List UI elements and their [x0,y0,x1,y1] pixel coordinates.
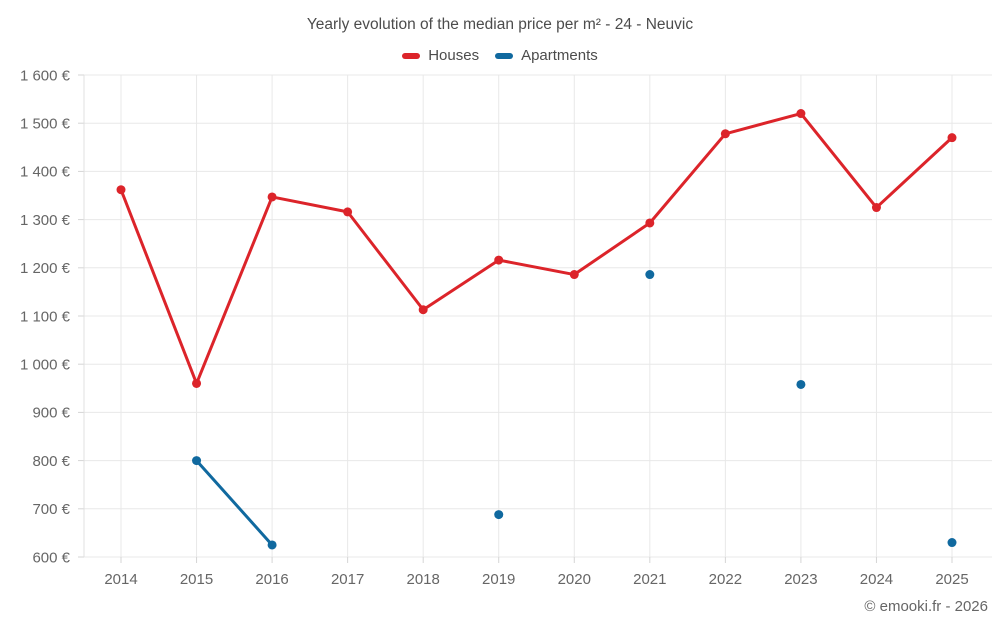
apartments-series-swatch-icon [495,52,514,59]
data-point-apartments-2019 [494,510,504,520]
x-tick-label: 2016 [255,571,288,588]
y-tick-label: 900 € [32,405,70,422]
data-point-houses-2025 [947,133,957,143]
y-tick-label: 1 100 € [20,308,71,325]
legend-label-houses: Houses [428,47,480,64]
data-point-apartments-2016 [267,540,277,550]
y-tick-label: 800 € [32,453,70,470]
data-point-houses-2022 [720,129,730,139]
y-tick-label: 1 500 € [20,115,71,132]
legend-item-apartments[interactable]: Apartments [495,47,598,64]
data-point-houses-2020 [569,270,579,280]
x-tick-label: 2014 [104,571,137,588]
data-point-houses-2017 [343,207,353,217]
y-tick-label: 1 300 € [20,212,71,229]
x-tick-label: 2025 [935,571,968,588]
x-tick-label: 2019 [482,571,515,588]
data-point-apartments-2023 [796,379,806,389]
data-point-houses-2023 [796,109,806,119]
x-tick-label: 2021 [633,571,666,588]
y-tick-label: 700 € [32,501,70,518]
x-tick-label: 2017 [331,571,364,588]
copyright-notice: © emooki.fr - 2026 [864,598,988,615]
legend-label-apartments: Apartments [521,47,598,64]
data-point-houses-2015 [192,378,202,388]
chart-legend: Houses Apartments [0,47,1000,64]
x-tick-label: 2020 [558,571,591,588]
x-tick-label: 2015 [180,571,213,588]
x-tick-label: 2023 [784,571,817,588]
data-point-apartments-2021 [645,270,655,280]
series-line-houses [119,112,954,385]
data-point-apartments-2025 [947,538,957,548]
chart-title: Yearly evolution of the median price per… [306,16,694,33]
data-point-houses-2016 [267,192,277,202]
y-tick-label: 1 600 € [20,67,71,84]
data-point-houses-2019 [494,255,504,265]
x-tick-label: 2022 [709,571,742,588]
data-point-houses-2021 [645,218,655,228]
x-tick-label: 2018 [406,571,439,588]
houses-series-swatch-icon [402,52,421,59]
series-line-apartments [195,459,274,547]
data-point-houses-2018 [418,305,428,315]
y-tick-label: 600 € [32,549,70,566]
legend-item-houses[interactable]: Houses [402,47,479,64]
y-tick-label: 1 200 € [20,260,71,277]
data-point-houses-2024 [871,203,881,213]
y-tick-label: 1 000 € [20,356,71,373]
y-tick-label: 1 400 € [20,164,71,181]
data-point-houses-2014 [116,185,126,195]
data-point-apartments-2015 [192,456,202,466]
x-tick-label: 2024 [860,571,893,588]
